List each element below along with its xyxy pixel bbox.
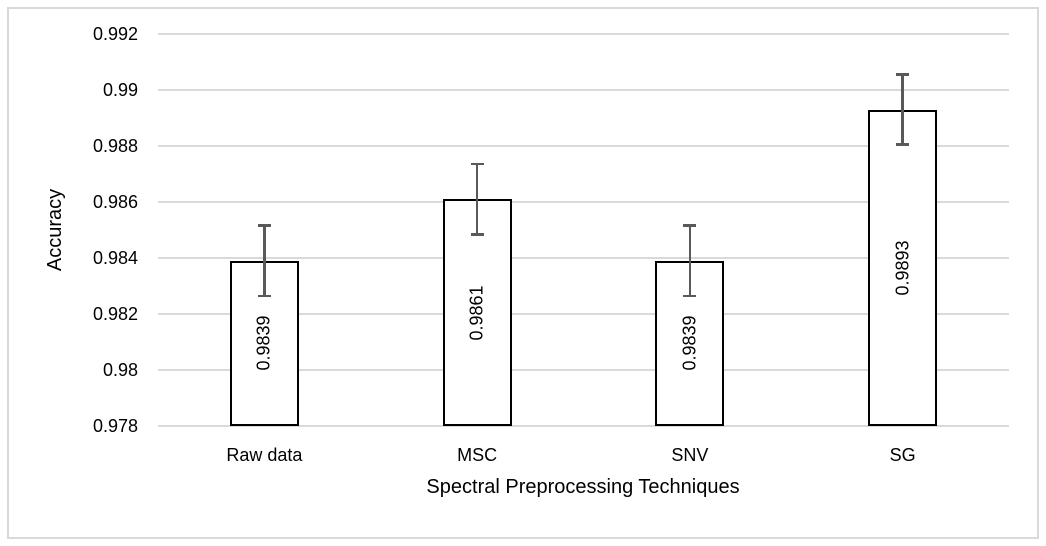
error-bar-cap-bottom [470, 233, 484, 236]
y-axis-tick-label: 0.982 [92, 304, 138, 324]
x-axis-title: Spectral Preprocessing Techniques [426, 476, 740, 498]
error-bar [470, 162, 484, 236]
error-bar [896, 73, 910, 146]
error-bar-line [688, 224, 692, 298]
chart-border [7, 7, 1039, 539]
x-axis-category-label: MSC [457, 445, 498, 465]
error-bar [257, 224, 271, 298]
error-bar-cap-top [683, 224, 697, 227]
gridline [158, 89, 1009, 91]
error-bar-line [475, 162, 479, 236]
gridline [158, 33, 1009, 35]
gridline [158, 257, 1009, 259]
error-bar [683, 224, 697, 298]
error-bar-cap-bottom [257, 294, 271, 298]
error-bar-cap-top [470, 162, 484, 166]
bar-value-label: 0.9893 [892, 240, 913, 296]
x-axis-line [158, 425, 1009, 427]
bar-value-label: 0.9839 [679, 315, 700, 371]
bar-sg [868, 109, 938, 426]
error-bar-cap-top [896, 73, 910, 76]
y-axis-tick-label: 0.98 [102, 360, 138, 380]
y-axis-tick-label: 0.978 [92, 416, 138, 436]
y-axis-tick-label: 0.992 [92, 24, 138, 44]
gridline [158, 369, 1009, 371]
error-bar-cap-top [257, 224, 271, 227]
gridline [158, 201, 1009, 203]
error-bar-cap-bottom [683, 294, 697, 298]
y-axis-tick-label: 0.99 [102, 80, 138, 100]
x-axis-category-label: Raw data [226, 445, 303, 465]
bar-value-label: 0.9839 [253, 315, 274, 371]
bar-raw-data [229, 260, 299, 426]
x-axis-category-label: SNV [671, 445, 709, 465]
error-bar-line [901, 73, 904, 146]
error-bar-cap-bottom [896, 143, 910, 146]
gridline [158, 145, 1009, 147]
bar-value-label: 0.9861 [466, 285, 487, 341]
y-axis-tick-label: 0.984 [92, 248, 138, 268]
y-axis-tick-label: 0.988 [92, 136, 138, 156]
y-axis-tick-label: 0.986 [92, 192, 138, 212]
gridline [158, 313, 1009, 315]
error-bar-line [263, 224, 266, 298]
x-axis-category-label: SG [889, 445, 916, 465]
